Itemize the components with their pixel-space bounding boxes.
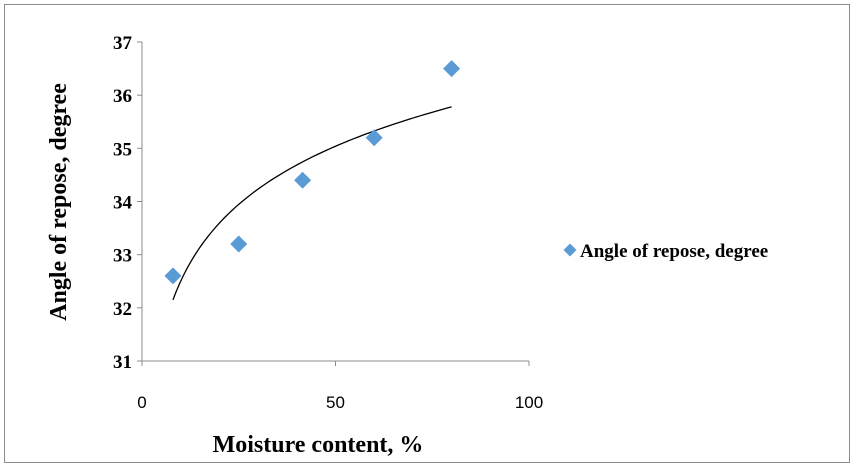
x-tick-label: 0 [137, 393, 146, 412]
y-axis-title: Angle of repose, degree [46, 83, 72, 321]
y-tick-label: 37 [113, 33, 133, 54]
data-point [365, 129, 383, 147]
x-tick-label: 100 [515, 393, 543, 412]
trendline [172, 106, 452, 301]
y-tick-label: 36 [113, 86, 132, 107]
y-tick-label: 33 [113, 246, 132, 267]
data-point [230, 235, 248, 253]
x-axis-title: Moisture content, % [213, 432, 424, 458]
y-tick-label: 34 [113, 193, 133, 214]
data-point [164, 267, 182, 285]
legend-label: Angle of repose, degree [580, 241, 768, 262]
data-point [443, 60, 461, 78]
legend-marker-diamond-icon [563, 243, 577, 257]
chart-frame [4, 4, 850, 463]
y-axis-ticks: 31 32 33 34 35 36 37 [113, 33, 142, 373]
x-tick-label: 50 [326, 393, 345, 412]
legend: Angle of repose, degree [563, 241, 768, 262]
y-tick-label: 32 [113, 299, 132, 320]
y-tick-label: 31 [113, 352, 132, 373]
y-tick-label: 35 [113, 139, 132, 160]
data-points [164, 60, 461, 285]
data-point [294, 171, 312, 189]
x-axis-ticks: 0 50 100 [137, 361, 543, 412]
